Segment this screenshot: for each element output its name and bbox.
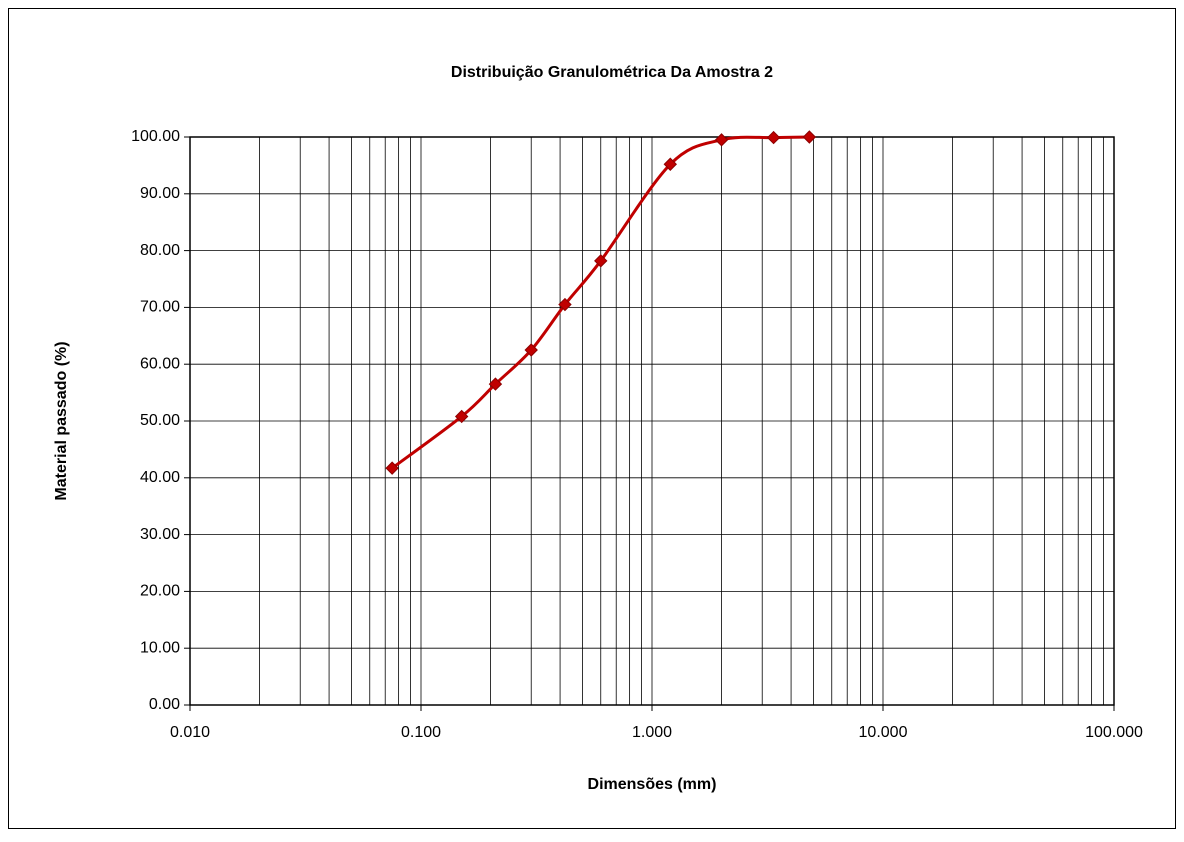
y-tick-label: 100.00: [131, 128, 180, 145]
data-point: [714, 133, 729, 147]
y-tick-label: 70.00: [140, 299, 180, 316]
data-point: [594, 254, 608, 268]
data-point: [524, 343, 538, 357]
y-tick-label: 80.00: [140, 242, 180, 259]
y-tick-label: 40.00: [140, 469, 180, 486]
chart-title: Distribuição Granulométrica Da Amostra 2: [451, 64, 773, 81]
data-point: [385, 461, 399, 475]
y-axis-label: Material passado (%): [53, 341, 70, 500]
data-point: [802, 130, 817, 144]
x-tick-label: 0.010: [170, 724, 210, 741]
x-tick-label: 100.000: [1085, 724, 1143, 741]
x-tick-label: 1.000: [632, 724, 672, 741]
y-tick-label: 30.00: [140, 526, 180, 543]
plot-border: [189, 136, 1115, 706]
y-tick-label: 10.00: [140, 639, 180, 656]
data-point: [488, 377, 503, 391]
data-point: [558, 297, 572, 312]
data-point: [454, 409, 469, 424]
y-tick-label: 20.00: [140, 583, 180, 600]
x-axis-label: Dimensões (mm): [588, 776, 717, 793]
x-tick-label: 0.100: [401, 724, 441, 741]
data-point: [766, 130, 781, 145]
y-tick-label: 0.00: [149, 696, 180, 713]
data-point: [663, 157, 677, 171]
y-tick-label: 50.00: [140, 412, 180, 429]
x-tick-label: 10.000: [859, 724, 908, 741]
y-tick-label: 90.00: [140, 185, 180, 202]
y-tick-label: 60.00: [140, 355, 180, 372]
series-line: [391, 135, 810, 470]
